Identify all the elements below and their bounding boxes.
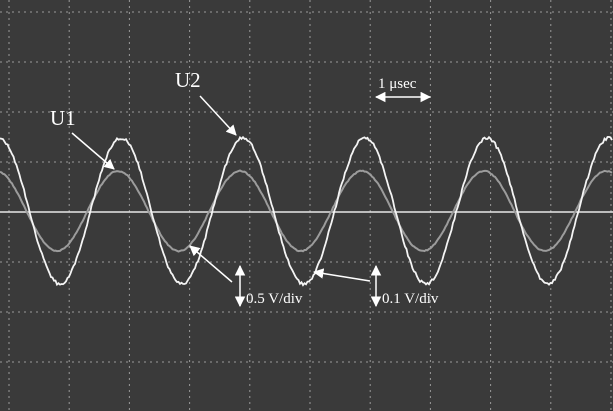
u2-label: U2 — [175, 68, 201, 92]
page: U1 U2 1 μsec 0.5 V/div 0.1 V/div (() => … — [0, 0, 613, 411]
u2-scale-label: 0.5 V/div — [246, 291, 303, 307]
oscilloscope-screen: U1 U2 1 μsec 0.5 V/div 0.1 V/div — [0, 0, 613, 411]
u1-scale-label: 0.1 V/div — [382, 291, 439, 307]
time-scale-label: 1 μsec — [378, 76, 417, 92]
u1-label: U1 — [50, 106, 76, 130]
